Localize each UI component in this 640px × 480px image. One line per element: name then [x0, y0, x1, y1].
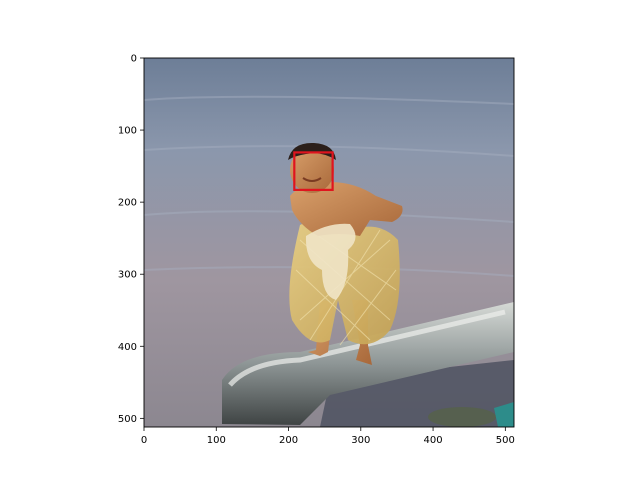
x-tick-label: 400 [424, 435, 443, 446]
y-tick-label: 100 [118, 126, 137, 137]
boy [288, 142, 403, 365]
bucket [494, 402, 514, 427]
boy-smile [302, 177, 322, 182]
basket [428, 407, 496, 427]
boy-head [290, 147, 334, 193]
net-bundle [305, 223, 356, 300]
y-tick-label: 500 [118, 414, 137, 425]
face-bounding-box [293, 151, 334, 191]
y-tick-label: 400 [118, 342, 137, 353]
x-tick-label: 500 [496, 435, 515, 446]
image-axes: 0 100 200 300 400 500 0 100 200 300 400 500 [118, 54, 515, 447]
x-tick-label: 200 [279, 435, 298, 446]
x-tick-label: 100 [207, 435, 226, 446]
y-tick-label: 300 [118, 270, 137, 281]
rock-highlight [228, 309, 506, 387]
x-tick-label: 300 [351, 435, 370, 446]
y-tick-label: 0 [131, 54, 137, 65]
y-axis: 0 100 200 300 400 500 [118, 54, 144, 425]
photo [144, 58, 514, 427]
x-axis: 0 100 200 300 400 500 [141, 427, 515, 446]
y-tick-label: 200 [118, 198, 137, 209]
x-tick-label: 0 [141, 435, 147, 446]
boy-torso [290, 182, 403, 236]
axes-frame [143, 57, 515, 428]
